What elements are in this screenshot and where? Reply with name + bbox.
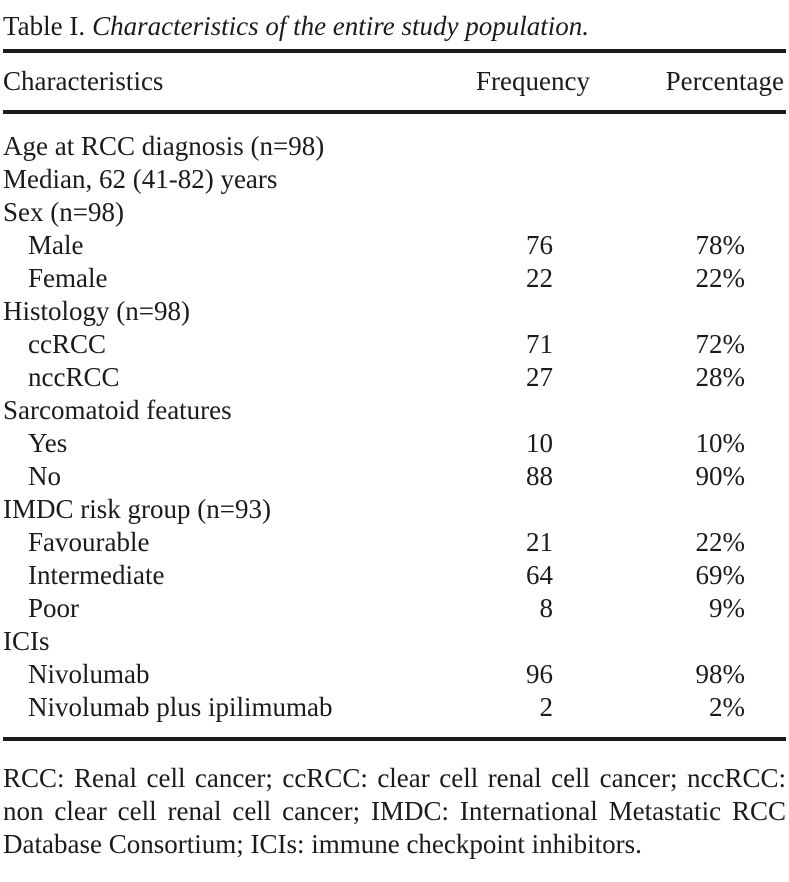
row-frequency <box>440 112 590 163</box>
row-label: Age at RCC diagnosis (n=98) <box>3 131 325 161</box>
table-row: Female 22 22% <box>3 262 786 295</box>
row-frequency: 10 <box>526 428 553 458</box>
table-row: Sex (n=98) <box>3 196 786 229</box>
row-label: IMDC risk group (n=93) <box>3 494 271 524</box>
row-percentage <box>590 493 786 526</box>
row-frequency <box>440 196 590 229</box>
table-row: ccRCC 71 72% <box>3 328 786 361</box>
row-label: Favourable <box>28 527 150 557</box>
row-percentage: 10% <box>695 428 746 458</box>
row-label: Nivolumab <box>28 659 150 689</box>
row-frequency <box>440 394 590 427</box>
row-label: ccRCC <box>28 329 106 359</box>
table-header: Characteristics Frequency Percentage <box>3 51 786 112</box>
row-label: Nivolumab plus ipilimumab <box>28 692 333 722</box>
row-percentage: 78% <box>695 230 746 260</box>
column-header-percentage: Percentage <box>665 66 784 96</box>
table-row: Male 76 78% <box>3 229 786 262</box>
row-label: Poor <box>28 593 80 623</box>
table-row: No 88 90% <box>3 460 786 493</box>
row-percentage: 2% <box>709 692 745 722</box>
row-label: Intermediate <box>28 560 165 590</box>
row-frequency <box>440 163 590 196</box>
row-frequency: 71 <box>526 329 553 359</box>
table-row: Yes 10 10% <box>3 427 786 460</box>
table-caption: Table I. Characteristics of the entire st… <box>0 0 789 42</box>
table-row: nccRCC 27 28% <box>3 361 786 394</box>
row-label: Female <box>28 263 108 293</box>
table-caption-title: Characteristics of the entire study popu… <box>92 11 590 41</box>
table-row: ICIs <box>3 625 786 658</box>
row-label: No <box>28 461 61 491</box>
row-percentage: 28% <box>695 362 746 392</box>
row-label: Male <box>28 230 84 260</box>
row-frequency: 21 <box>526 527 553 557</box>
row-frequency <box>440 625 590 658</box>
table-body: Age at RCC diagnosis (n=98) Median, 62 (4… <box>3 112 786 739</box>
table-row: IMDC risk group (n=93) <box>3 493 786 526</box>
table-row: Favourable 21 22% <box>3 526 786 559</box>
column-header-frequency: Frequency <box>476 66 590 96</box>
row-percentage: 72% <box>695 329 746 359</box>
table-row: Nivolumab plus ipilimumab 2 2% <box>3 691 786 739</box>
row-percentage: 22% <box>695 527 746 557</box>
row-frequency: 27 <box>526 362 553 392</box>
row-label: nccRCC <box>28 362 120 392</box>
row-frequency <box>440 295 590 328</box>
table-row: Age at RCC diagnosis (n=98) <box>3 112 786 163</box>
table-header-row: Characteristics Frequency Percentage <box>3 51 786 112</box>
row-label: Median, 62 (41-82) years <box>3 164 278 194</box>
table-row: Intermediate 64 69% <box>3 559 786 592</box>
row-percentage <box>590 112 786 163</box>
table-footnote: RCC: Renal cell cancer; ccRCC: clear cel… <box>3 763 786 859</box>
row-label: ICIs <box>3 626 50 656</box>
row-label: Sex (n=98) <box>3 197 124 227</box>
row-label: Yes <box>28 428 68 458</box>
column-header-characteristics: Characteristics <box>3 66 164 96</box>
row-frequency: 88 <box>526 461 553 491</box>
row-percentage <box>590 625 786 658</box>
row-label: Sarcomatoid features <box>3 395 232 425</box>
row-percentage: 98% <box>695 659 746 689</box>
row-label: Histology (n=98) <box>3 296 190 326</box>
row-percentage <box>590 163 786 196</box>
row-frequency: 2 <box>539 692 554 722</box>
row-frequency <box>440 493 590 526</box>
table-row: Nivolumab 96 98% <box>3 658 786 691</box>
table-row: Histology (n=98) <box>3 295 786 328</box>
table-caption-label: Table I. <box>3 11 86 41</box>
row-frequency: 96 <box>526 659 553 689</box>
table-row: Poor 8 9% <box>3 592 786 625</box>
row-frequency: 64 <box>526 560 553 590</box>
row-percentage: 90% <box>695 461 746 491</box>
row-percentage <box>590 295 786 328</box>
row-frequency: 8 <box>539 593 554 623</box>
row-percentage: 9% <box>709 593 745 623</box>
characteristics-table: Characteristics Frequency Percentage Age… <box>3 49 786 741</box>
table-row: Median, 62 (41-82) years <box>3 163 786 196</box>
table-row: Sarcomatoid features <box>3 394 786 427</box>
row-frequency: 22 <box>526 263 553 293</box>
row-percentage: 22% <box>695 263 746 293</box>
row-percentage <box>590 196 786 229</box>
row-frequency: 76 <box>526 230 553 260</box>
row-percentage: 69% <box>695 560 746 590</box>
row-percentage <box>590 394 786 427</box>
